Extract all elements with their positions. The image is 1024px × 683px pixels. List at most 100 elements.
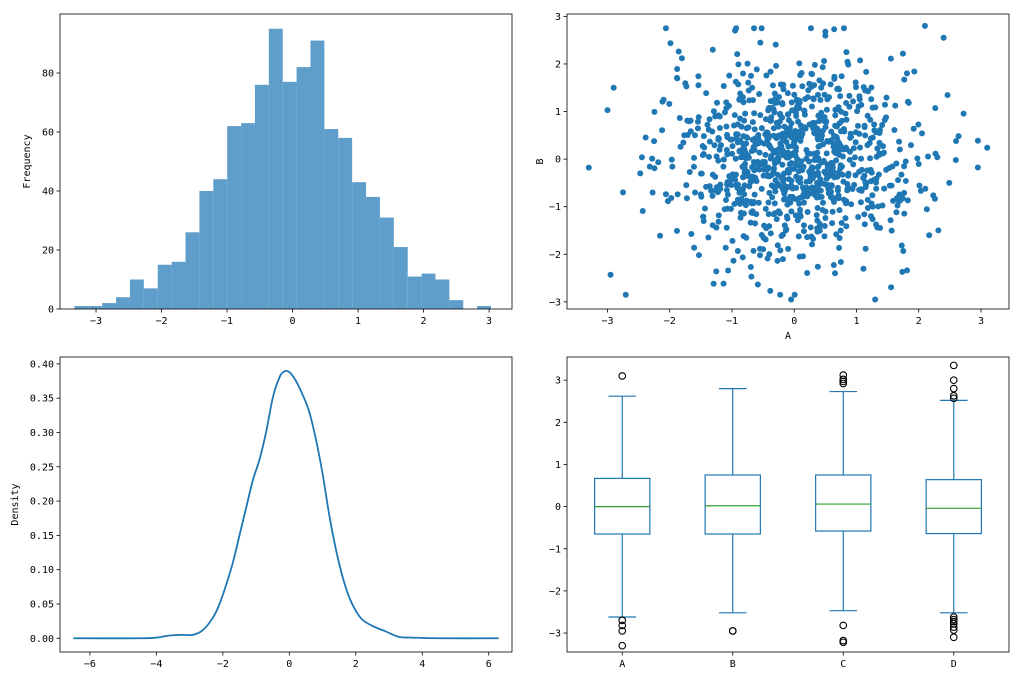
scatter-point <box>821 223 828 230</box>
y-axis-label: Frequency <box>22 134 33 188</box>
scatter-point <box>723 123 730 130</box>
scatter-point <box>747 263 754 270</box>
scatter-point <box>852 79 859 86</box>
scatter-point <box>741 191 748 198</box>
x-tick-label: 6 <box>486 659 492 670</box>
scatter-point <box>662 25 669 32</box>
scatter-point <box>800 199 807 206</box>
scatter-point <box>706 138 713 145</box>
scatter-point <box>895 177 902 184</box>
scatter-point <box>686 118 693 125</box>
scatter-point <box>854 108 861 115</box>
scatter-point <box>786 124 793 131</box>
scatter-point <box>842 215 849 222</box>
scatter-point <box>904 197 911 204</box>
scatter-point <box>820 157 827 164</box>
y-tick-label: 0.25 <box>30 462 54 473</box>
scatter-point <box>899 268 906 275</box>
scatter-point <box>769 194 776 201</box>
scatter-point <box>791 139 798 146</box>
scatter-point <box>735 81 742 88</box>
scatter-point <box>896 197 903 204</box>
scatter-point <box>715 212 722 219</box>
scatter-point <box>729 150 736 157</box>
scatter-point <box>793 144 800 151</box>
y-axis-label: B <box>535 158 546 164</box>
scatter-point <box>775 123 782 130</box>
box-flier <box>949 391 958 400</box>
axes-frame <box>566 356 1010 653</box>
histogram-bar <box>199 191 214 309</box>
scatter-point <box>861 122 868 129</box>
y-tick-label: 3 <box>555 12 561 23</box>
scatter-point <box>749 119 756 126</box>
scatter-point <box>800 191 807 198</box>
scatter-point <box>827 81 834 88</box>
scatter-point <box>831 148 838 155</box>
box-flier <box>949 633 958 642</box>
scatter-point <box>734 51 741 58</box>
scatter-point <box>754 281 761 288</box>
scatter-point <box>850 161 857 168</box>
scatter-point <box>743 234 750 241</box>
scatter-point <box>715 218 722 225</box>
scatter-point <box>821 233 828 240</box>
scatter-point <box>745 124 752 131</box>
scatter-point <box>756 149 763 156</box>
scatter-point <box>861 172 868 179</box>
scatter-point <box>734 247 741 254</box>
scatter-point <box>871 121 878 128</box>
scatter-point <box>858 101 865 108</box>
scatter-point <box>736 200 743 207</box>
scatter-point <box>901 210 908 217</box>
histogram-bar <box>435 279 450 309</box>
box-flier <box>618 616 627 625</box>
scatter-point <box>694 125 701 132</box>
scatter-point <box>753 66 760 73</box>
box-flier <box>949 394 958 403</box>
scatter-point <box>822 215 829 222</box>
scatter-point <box>607 271 614 278</box>
scatter-point <box>729 143 736 150</box>
box-flier <box>949 376 958 385</box>
scatter-point <box>713 99 720 106</box>
x-tick-label: 1 <box>853 316 859 327</box>
scatter-point <box>781 190 788 197</box>
scatter-point <box>873 185 880 192</box>
scatter-point <box>771 109 778 116</box>
scatter-point <box>720 83 727 90</box>
box-flier <box>949 626 958 634</box>
scatter-point <box>734 139 741 146</box>
scatter-point <box>755 138 762 145</box>
scatter-point <box>864 142 871 149</box>
scatter-point <box>831 132 838 139</box>
scatter-point <box>851 154 858 161</box>
scatter-point <box>887 217 894 224</box>
scatter-point <box>706 183 713 190</box>
scatter-point <box>780 196 787 203</box>
x-tick-label: 1 <box>355 316 361 327</box>
histogram-bar <box>449 300 464 309</box>
scatter-point <box>918 130 925 137</box>
y-tick-label: 0.20 <box>30 497 54 508</box>
y-tick-label: 1 <box>555 460 561 471</box>
histogram-bar <box>171 261 186 309</box>
box-flier <box>618 627 627 635</box>
scatter-point <box>835 144 842 151</box>
histogram-bar <box>102 303 117 309</box>
scatter-point <box>804 150 811 157</box>
scatter-point <box>795 168 802 175</box>
histogram-panel: −3 −2 −1 0 1 2 3 0 20 40 60 80 Frequency <box>22 13 513 327</box>
scatter-point <box>840 25 847 32</box>
scatter-point <box>760 246 767 253</box>
density-line <box>73 369 499 640</box>
scatter-point <box>846 156 853 163</box>
scatter-point <box>734 131 741 138</box>
scatter-point <box>820 80 827 87</box>
scatter-point <box>875 203 882 210</box>
histogram-bar <box>254 84 269 309</box>
box-body <box>925 479 982 535</box>
scatter-point <box>716 125 723 132</box>
x-tick-label: −2 <box>217 659 229 670</box>
y-tick-label: −1 <box>549 202 561 213</box>
